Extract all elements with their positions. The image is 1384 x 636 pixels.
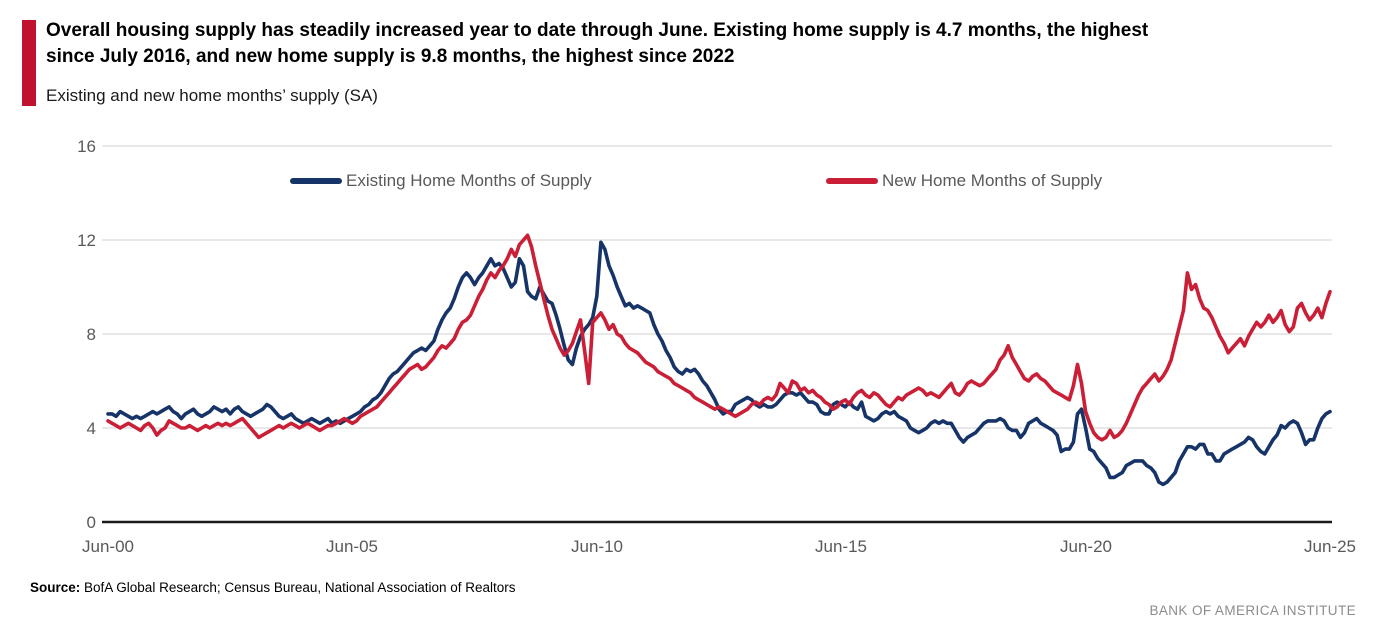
- y-tick-8: 8: [87, 325, 96, 344]
- x-tick-jun00: Jun-00: [82, 537, 134, 556]
- y-tick-0: 0: [87, 513, 96, 532]
- institute-footer: BANK OF AMERICA INSTITUTE: [1149, 603, 1356, 618]
- source-text: BofA Global Research; Census Bureau, Nat…: [80, 580, 516, 595]
- title-accent-bar: [22, 20, 36, 106]
- x-tick-jun05: Jun-05: [326, 537, 378, 556]
- chart-legend: Existing Home Months of Supply New Home …: [0, 171, 1384, 191]
- y-tick-12: 12: [77, 231, 96, 250]
- chart-subtitle: Existing and new home months’ supply (SA…: [46, 86, 378, 105]
- new-series-swatch: [826, 178, 878, 184]
- legend-item-existing: Existing Home Months of Supply: [290, 171, 592, 191]
- source-note: Source: BofA Global Research; Census Bur…: [30, 580, 516, 595]
- existing-series-swatch: [290, 178, 342, 184]
- existing-home-supply-line: [106, 240, 1332, 487]
- y-tick-4: 4: [87, 419, 96, 438]
- legend-label-new: New Home Months of Supply: [882, 171, 1103, 190]
- chart-headline: Overall housing supply has steadily incr…: [46, 20, 1149, 67]
- y-tick-16: 16: [77, 137, 96, 156]
- x-tick-jun25: Jun-25: [1304, 537, 1356, 556]
- source-label: Source:: [30, 580, 81, 595]
- legend-label-existing: Existing Home Months of Supply: [346, 171, 592, 190]
- new-home-supply-line: [106, 233, 1332, 442]
- x-tick-jun15: Jun-15: [815, 537, 867, 556]
- x-tick-jun20: Jun-20: [1060, 537, 1112, 556]
- x-tick-jun10: Jun-10: [571, 537, 623, 556]
- legend-item-new: New Home Months of Supply: [826, 171, 1102, 191]
